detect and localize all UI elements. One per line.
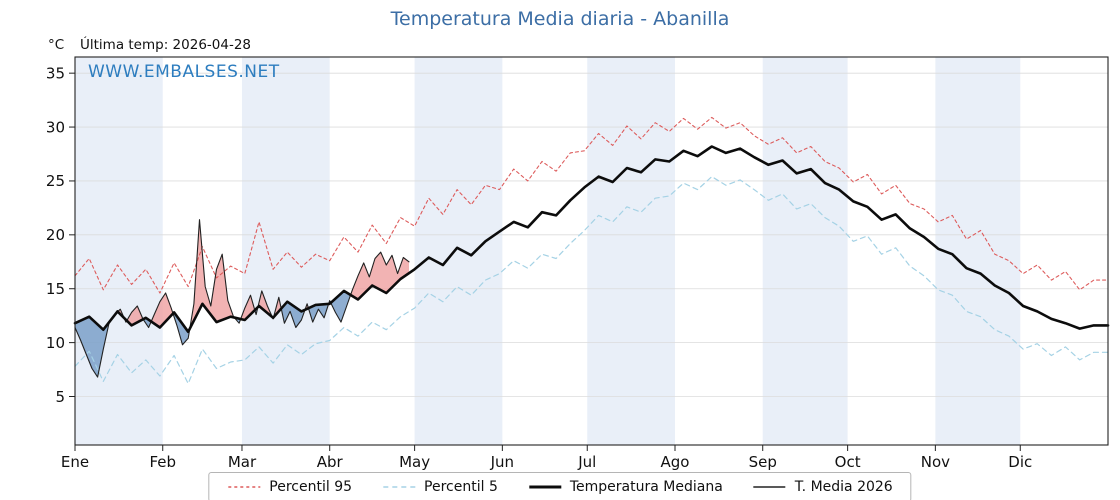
svg-text:May: May [399, 453, 430, 471]
legend-item-mediana: Temperatura Mediana [528, 479, 723, 495]
svg-text:Nov: Nov [921, 453, 950, 471]
svg-text:Jul: Jul [577, 453, 596, 471]
svg-text:25: 25 [46, 172, 65, 190]
svg-text:Oct: Oct [835, 453, 861, 471]
last-temp-label: Última temp: 2026-04-28 [80, 37, 252, 53]
svg-text:Feb: Feb [149, 453, 176, 471]
svg-text:10: 10 [46, 334, 65, 352]
chart-title: Temperatura Media diaria - Abanilla [390, 8, 730, 30]
svg-text:20: 20 [46, 226, 65, 244]
percentil-95-line-swatch [227, 481, 261, 493]
svg-text:5: 5 [55, 388, 65, 406]
percentil-5-line-swatch [382, 481, 416, 493]
svg-text:35: 35 [46, 64, 65, 82]
mediana-line-swatch [528, 481, 562, 493]
svg-text:15: 15 [46, 280, 65, 298]
y-axis-unit-label: °C [48, 37, 65, 53]
legend-item-percentil-5: Percentil 5 [382, 479, 498, 495]
svg-text:30: 30 [46, 118, 65, 136]
legend-label-percentil-95: Percentil 95 [269, 479, 353, 495]
legend-item-percentil-95: Percentil 95 [227, 479, 352, 495]
svg-text:Sep: Sep [749, 453, 777, 471]
watermark: WWW.EMBALSES.NET [88, 62, 280, 82]
t-media-2026-line-swatch [753, 481, 787, 493]
svg-text:Mar: Mar [228, 453, 257, 471]
svg-text:Dic: Dic [1008, 453, 1032, 471]
legend-label-mediana: Temperatura Mediana [569, 479, 723, 495]
legend-label-percentil-5: Percentil 5 [424, 479, 498, 495]
svg-text:Jun: Jun [490, 453, 514, 471]
legend: Percentil 95 Percentil 5 Temperatura Med… [208, 472, 912, 500]
legend-label-t-media-2026: T. Media 2026 [794, 479, 893, 495]
svg-text:Ago: Ago [661, 453, 690, 471]
svg-text:Ene: Ene [61, 453, 89, 471]
legend-item-t-media-2026: T. Media 2026 [753, 479, 893, 495]
svg-text:Abr: Abr [317, 453, 344, 471]
